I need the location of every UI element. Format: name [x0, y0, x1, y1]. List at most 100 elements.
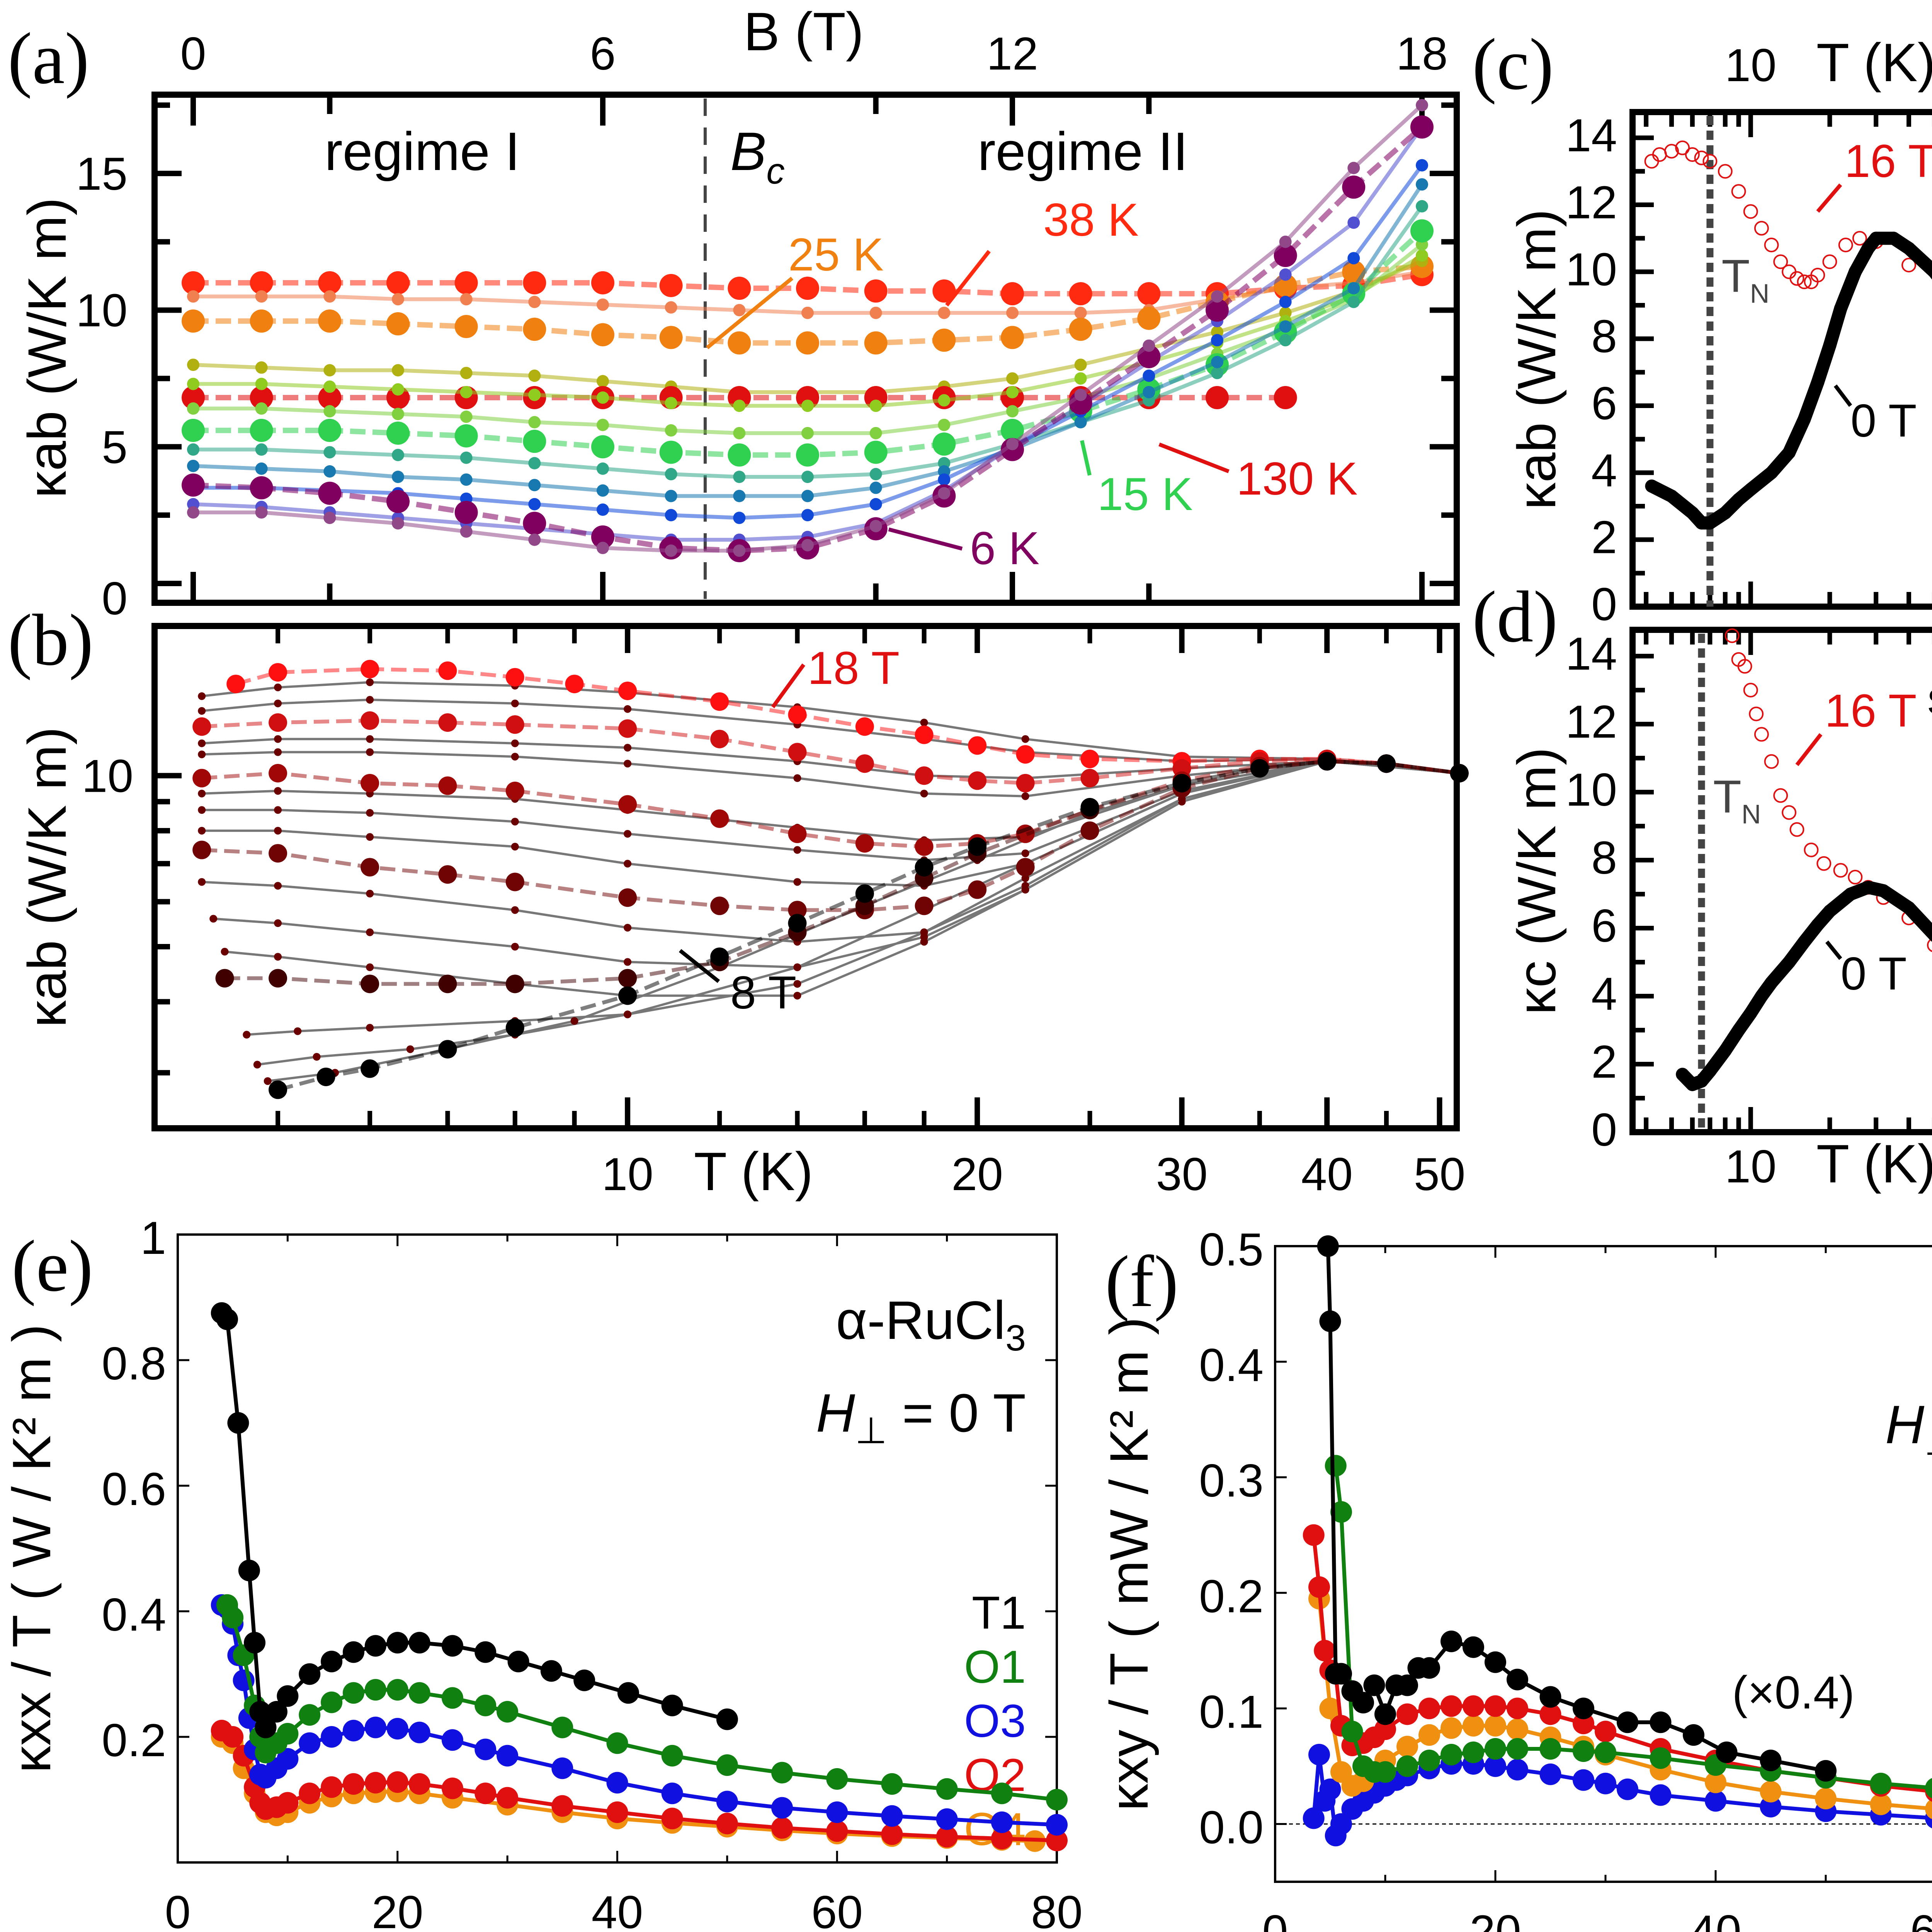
series-label: 18 T	[808, 642, 900, 694]
data-point	[801, 427, 814, 439]
data-point	[1016, 745, 1035, 764]
data-point	[253, 1061, 261, 1069]
data-point	[392, 408, 404, 420]
y-tick-label: 2	[1591, 512, 1617, 563]
data-point	[265, 1701, 287, 1723]
data-point	[1347, 252, 1360, 265]
data-point	[1925, 1799, 1932, 1819]
x-tick-label: 20	[372, 1886, 423, 1932]
data-point	[1652, 147, 1667, 162]
data-point	[1754, 727, 1769, 742]
data-point	[1731, 184, 1746, 199]
series-line	[213, 760, 1460, 969]
data-point	[226, 675, 245, 694]
data-point	[364, 1716, 386, 1738]
data-point	[1021, 849, 1029, 857]
data-point	[215, 969, 234, 988]
data-point	[1789, 271, 1804, 286]
data-point	[505, 975, 524, 993]
data-point	[855, 834, 874, 853]
label-leader-line	[888, 527, 963, 551]
data-point	[216, 1308, 238, 1330]
data-point	[733, 427, 746, 439]
y-tick-label: 1	[140, 1212, 166, 1264]
data-point	[665, 544, 677, 557]
plot-frame	[151, 623, 1460, 1131]
data-point	[1798, 412, 1811, 426]
data-point	[1206, 298, 1229, 322]
data-point	[710, 896, 729, 915]
data-point	[551, 1795, 573, 1817]
data-point	[591, 271, 614, 294]
data-point	[1869, 231, 1883, 245]
data-point	[1416, 159, 1428, 172]
data-point	[826, 1768, 848, 1790]
data-point	[255, 462, 268, 475]
data-point	[408, 1682, 430, 1704]
data-point	[915, 725, 934, 744]
data-point	[1539, 1686, 1561, 1708]
data-point	[597, 503, 609, 516]
data-point	[511, 699, 519, 707]
data-point	[1810, 268, 1825, 282]
data-point	[182, 418, 205, 442]
data-point	[299, 1782, 321, 1804]
data-point	[1485, 1651, 1506, 1673]
series-label: 0 T	[1850, 395, 1917, 447]
data-point	[1844, 888, 1857, 901]
data-point	[343, 1641, 364, 1663]
data-point	[408, 1773, 430, 1795]
data-point	[438, 865, 457, 884]
data-point	[1676, 1068, 1689, 1081]
data-point	[441, 1777, 463, 1799]
data-point	[1211, 334, 1223, 347]
regime-2-label: regime II	[978, 121, 1188, 182]
data-point	[597, 298, 609, 311]
series-line	[224, 760, 1460, 997]
data-point	[1374, 1761, 1396, 1783]
data-point	[1074, 372, 1087, 385]
data-point	[1816, 856, 1832, 871]
data-point	[793, 878, 801, 886]
data-point	[624, 1010, 632, 1019]
data-point	[1347, 296, 1360, 308]
data-point	[801, 471, 814, 483]
y-tick-label: 10	[82, 750, 133, 802]
data-point	[321, 1651, 343, 1672]
data-point	[855, 754, 874, 773]
x-tick-label: 6	[590, 28, 616, 80]
data-point	[1418, 1724, 1440, 1746]
data-point	[1650, 1784, 1672, 1806]
data-point	[1006, 405, 1019, 418]
data-point	[793, 963, 801, 971]
x-tick-label: 0	[180, 28, 206, 80]
data-point	[274, 787, 282, 795]
data-point	[869, 498, 882, 510]
data-point	[255, 1716, 277, 1738]
field-label: H⊥ = 0 T	[816, 1383, 1026, 1451]
data-point	[1744, 1007, 1757, 1020]
sample-label: sample II	[1927, 672, 1932, 724]
series-line	[1645, 231, 1932, 530]
data-point	[606, 1801, 628, 1823]
data-point	[1849, 265, 1862, 279]
data-point	[392, 293, 404, 306]
data-point	[915, 837, 934, 856]
data-point	[1069, 318, 1092, 341]
data-point	[1744, 483, 1757, 496]
data-point	[1782, 446, 1796, 459]
data-point	[1685, 147, 1700, 162]
data-point	[1211, 356, 1223, 369]
data-point	[915, 896, 934, 915]
data-point	[460, 293, 473, 306]
bc-symbol: B	[730, 121, 766, 182]
data-point	[855, 884, 874, 903]
y-tick-label: 0.2	[102, 1714, 166, 1766]
label-leader-line	[1158, 442, 1230, 473]
label-leader-line	[1080, 440, 1092, 476]
data-point	[624, 860, 632, 868]
data-point	[1069, 282, 1092, 306]
data-point	[1080, 798, 1099, 817]
